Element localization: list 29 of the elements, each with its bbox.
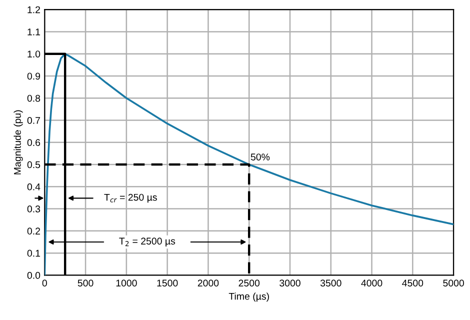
y-tick-label: 0.4 [27,183,40,190]
x-tick-label: 2500 [238,280,260,287]
x-tick-label: 3500 [320,280,342,287]
y-tick-label: 0.2 [27,228,40,235]
x-tick-label: 1000 [116,280,137,287]
x-tick-label: 500 [78,280,94,287]
x-tick-label: 2000 [198,280,219,287]
y-tick-label: 0.3 [27,206,40,212]
x-tick-label: 3000 [280,280,300,287]
y-tick-label: 0.6 [27,139,40,146]
annotation: T$_{cr}$ = 250 µs [104,194,157,203]
x-tick-label: 5000 [443,280,464,287]
x-tick-label: 0 [42,280,47,287]
x-tick-label: 4500 [402,280,424,287]
y-tick-label: 0.1 [27,250,40,257]
annotation: T$_{2}$ = 2500 µs [119,238,176,246]
y-tick-label: 1.0 [28,50,40,58]
y-tick-label: 0.0 [27,272,40,279]
annotation: 50% [250,154,270,160]
x-tick-label: 1500 [157,280,178,287]
y-tick-label: 1.2 [28,6,40,14]
y-tick-label: 0.9 [27,72,40,80]
x-axis-title: Time (µs) [228,292,269,302]
y-tick-label: 0.8 [27,94,40,102]
y-tick-label: 0.7 [27,117,40,124]
x-tick-label: 4000 [361,280,382,287]
y-axis-title: Magnitude (pu) [14,110,23,174]
y-tick-label: 1.1 [28,28,40,36]
y-tick-label: 0.5 [27,161,40,168]
